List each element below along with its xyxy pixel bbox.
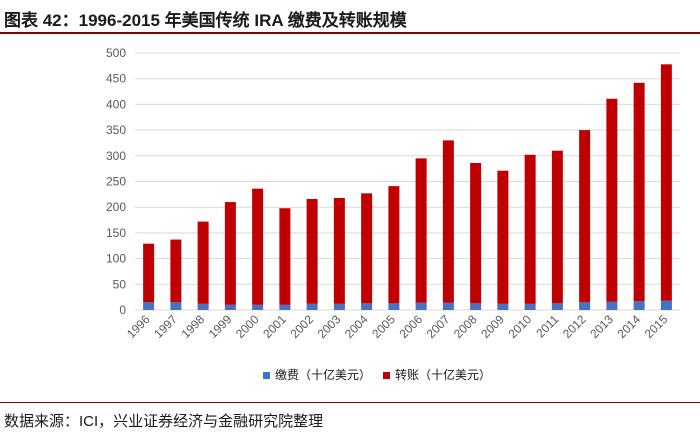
bar-transfer (279, 208, 291, 305)
y-tick-label: 350 (106, 123, 126, 137)
bar-contribution (279, 304, 291, 310)
x-tick-label: 1996 (124, 312, 153, 341)
x-tick-label: 1997 (151, 312, 180, 341)
bar-contribution (306, 303, 318, 310)
x-tick-label: 2012 (560, 312, 589, 341)
bar-contribution (633, 301, 645, 310)
y-tick-label: 200 (106, 200, 126, 214)
x-tick-label: 2010 (505, 312, 534, 341)
x-tick-label: 2004 (342, 312, 371, 341)
bar-transfer (388, 186, 400, 304)
bar-transfer (252, 188, 264, 305)
bar-transfer (606, 98, 618, 302)
bar-transfer (442, 140, 454, 303)
x-tick-label: 2005 (369, 312, 398, 341)
y-tick-label: 50 (113, 277, 127, 291)
y-tick-label: 450 (106, 72, 126, 86)
bar-transfer (333, 197, 345, 304)
bar-transfer (224, 202, 236, 305)
x-tick-label: 1998 (178, 312, 207, 341)
legend-swatch-contribution (263, 372, 270, 379)
bar-chart: 0501001502002503003504004505001996199719… (106, 46, 680, 382)
bar-contribution (252, 304, 264, 310)
bar-transfer (361, 193, 373, 304)
bar-transfer (197, 221, 209, 304)
bar-transfer (551, 150, 563, 304)
y-tick-label: 250 (106, 175, 126, 189)
bar-contribution (197, 303, 209, 310)
bar-transfer (660, 64, 672, 301)
bar-transfer (524, 154, 536, 304)
x-tick-label: 2003 (315, 312, 344, 341)
bar-contribution (470, 303, 482, 310)
bar-contribution (170, 302, 182, 310)
x-tick-label: 2011 (533, 312, 561, 340)
legend-label-contribution: 缴费（十亿美元） (275, 367, 371, 382)
bar-transfer (497, 170, 509, 304)
y-tick-label: 300 (106, 149, 126, 163)
bar-contribution (497, 303, 509, 310)
bar-transfer (415, 158, 427, 303)
x-tick-label: 2006 (396, 312, 425, 341)
y-tick-label: 0 (119, 303, 126, 317)
bar-contribution (606, 301, 618, 310)
bar-contribution (143, 302, 155, 310)
bar-contribution (415, 302, 427, 310)
bar-contribution (333, 303, 345, 310)
bar-transfer (143, 243, 155, 303)
x-tick-label: 2001 (260, 312, 289, 341)
legend-swatch-transfer (383, 372, 390, 379)
title-bar: 图表 42：1996-2015 年美国传统 IRA 缴费及转账规模 (0, 0, 700, 34)
source-note: 数据来源：ICI，兴业证券经济与金融研究院整理 (4, 413, 324, 430)
x-tick-label: 2008 (451, 312, 480, 341)
x-tick-label: 2000 (233, 312, 262, 341)
title-divider (0, 32, 700, 34)
chart-title: 图表 42：1996-2015 年美国传统 IRA 缴费及转账规模 (4, 11, 407, 30)
bar-transfer (633, 82, 645, 302)
bar-contribution (579, 302, 591, 310)
x-tick-label: 2015 (642, 312, 671, 341)
bar-contribution (524, 303, 536, 310)
bar-contribution (361, 303, 373, 310)
bar-transfer (170, 239, 182, 303)
bar-contribution (388, 303, 400, 310)
x-tick-label: 2007 (424, 312, 453, 341)
bar-contribution (660, 300, 672, 310)
bar-contribution (551, 303, 563, 310)
chart-area: 0 50 100 150 200 250 300 350 400 450 500 1996 1997 19… (0, 34, 700, 400)
x-tick-label: 1999 (206, 312, 235, 341)
y-tick-label: 500 (106, 46, 126, 60)
x-tick-label: 2013 (587, 312, 616, 341)
bar-transfer (306, 198, 318, 304)
x-tick-label: 2002 (287, 312, 316, 341)
bar-transfer (470, 162, 482, 304)
bar-contribution (442, 302, 454, 310)
y-tick-label: 400 (106, 97, 126, 111)
bar-contribution (224, 304, 236, 310)
legend-label-transfer: 转账（十亿美元） (395, 367, 491, 382)
x-tick-label: 2009 (478, 312, 507, 341)
y-tick-label: 100 (106, 252, 126, 266)
bar-transfer (579, 130, 591, 303)
x-tick-label: 2014 (614, 312, 643, 341)
y-tick-label: 150 (106, 226, 126, 240)
source-divider (0, 402, 700, 403)
